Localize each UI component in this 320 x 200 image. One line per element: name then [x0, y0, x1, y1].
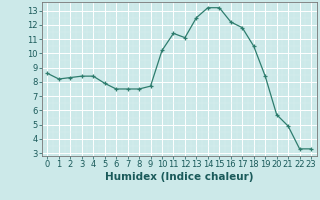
X-axis label: Humidex (Indice chaleur): Humidex (Indice chaleur) [105, 172, 253, 182]
